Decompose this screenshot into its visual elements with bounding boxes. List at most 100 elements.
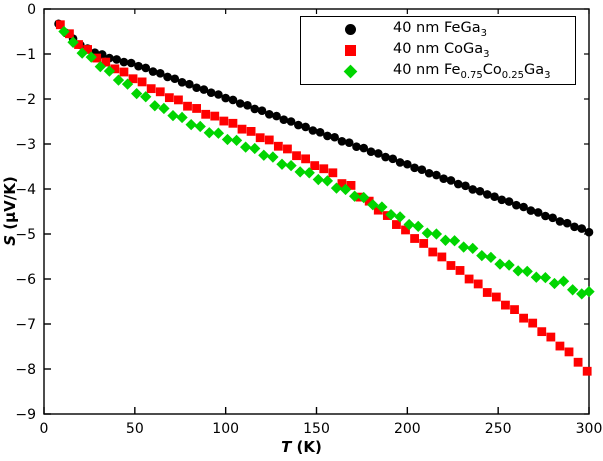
data-point: [446, 261, 456, 270]
data-point: [83, 45, 92, 54]
data-point: [467, 242, 479, 255]
data-point: [319, 164, 329, 174]
data-point: [364, 196, 374, 206]
data-point: [528, 318, 538, 328]
y-tick-label: −6: [15, 272, 36, 288]
data-point: [310, 161, 320, 170]
data-point: [312, 173, 324, 186]
data-point: [92, 53, 102, 63]
data-point: [482, 190, 492, 199]
data-point: [497, 195, 507, 205]
data-point: [141, 63, 151, 73]
x-tick-label: 300: [576, 421, 603, 437]
data-point: [490, 192, 499, 201]
data-point: [457, 241, 470, 253]
data-point: [323, 131, 332, 141]
data-point: [58, 25, 70, 38]
series-1-points: [55, 20, 592, 376]
data-point: [128, 74, 138, 84]
data-point: [264, 110, 274, 119]
data-point: [428, 247, 438, 257]
data-point: [221, 133, 234, 146]
data-point: [461, 181, 470, 191]
data-point: [564, 347, 574, 357]
data-point: [401, 225, 410, 235]
data-point: [446, 176, 456, 185]
x-axis-title: T (K): [0, 438, 603, 456]
data-point: [439, 174, 448, 183]
data-point: [294, 166, 306, 178]
data-point: [562, 218, 572, 228]
data-point: [395, 158, 405, 167]
data-point: [167, 109, 179, 122]
data-point: [432, 170, 441, 180]
y-tick-label: −5: [15, 227, 36, 243]
data-point: [185, 79, 194, 89]
data-point: [185, 118, 197, 131]
data-point: [239, 141, 252, 153]
x-tick-label: 250: [485, 421, 512, 437]
data-point: [330, 132, 339, 142]
data-point: [582, 366, 592, 376]
data-point: [158, 102, 170, 115]
data-point: [308, 126, 318, 135]
data-point: [388, 154, 398, 164]
data-point: [130, 87, 143, 100]
data-point: [485, 251, 497, 264]
data-point: [273, 141, 283, 151]
data-point: [526, 206, 536, 215]
square-marker-icon: [345, 45, 356, 56]
data-point: [448, 235, 461, 247]
data-point: [267, 151, 279, 163]
data-point: [555, 341, 565, 351]
data-point: [392, 220, 401, 229]
data-point: [381, 152, 390, 162]
data-point: [424, 168, 434, 178]
data-point: [430, 228, 443, 240]
data-point: [546, 332, 556, 342]
legend-label: 40 nm FeGa3: [393, 19, 487, 39]
data-point: [134, 61, 143, 71]
data-point: [584, 227, 594, 237]
data-point: [126, 58, 136, 68]
data-point: [337, 137, 347, 146]
x-tick-label: 150: [303, 421, 330, 437]
data-point: [473, 279, 483, 289]
data-point: [491, 292, 501, 302]
data-point: [366, 147, 376, 156]
data-point: [337, 179, 347, 188]
data-point: [541, 211, 550, 221]
data-point: [557, 275, 570, 287]
circle-marker-icon: [345, 24, 356, 35]
data-point: [155, 87, 165, 97]
data-point: [199, 85, 209, 94]
data-point: [315, 128, 325, 137]
data-point: [494, 258, 506, 270]
data-point: [235, 99, 245, 108]
data-point: [373, 205, 383, 215]
data-point: [201, 109, 211, 119]
data-point: [210, 111, 220, 121]
data-point: [272, 111, 281, 121]
y-tick-label: 0: [27, 2, 36, 18]
x-axis-unit: (K): [291, 438, 322, 456]
data-point: [137, 77, 147, 87]
legend-entry-1: 40 nm CoGa3: [301, 40, 575, 61]
y-tick-label: −9: [15, 407, 36, 423]
data-point: [417, 165, 427, 174]
data-point: [421, 227, 433, 239]
legend-entry-0: 40 nm FeGa3: [301, 19, 575, 40]
data-point: [250, 104, 260, 114]
data-point: [65, 29, 74, 39]
data-point: [221, 93, 230, 103]
data-point: [570, 222, 579, 232]
data-point: [101, 57, 111, 67]
y-tick-label: −2: [15, 92, 36, 108]
data-point: [419, 239, 429, 248]
data-point: [155, 69, 165, 78]
legend-label: 40 nm CoGa3: [393, 40, 490, 60]
data-point: [533, 208, 543, 217]
data-point: [149, 100, 161, 112]
